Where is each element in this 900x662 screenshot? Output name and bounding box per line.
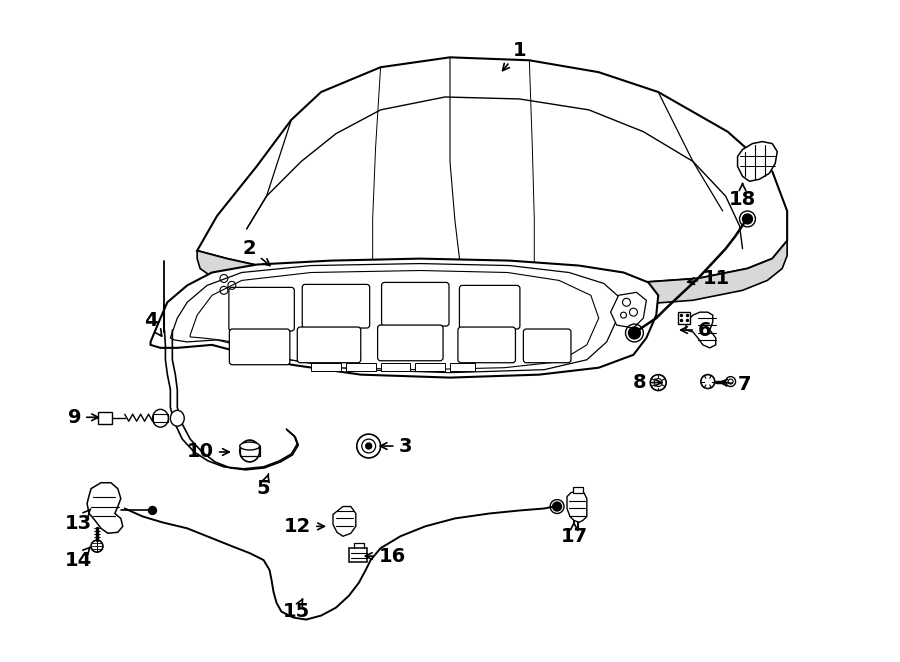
Circle shape (628, 327, 641, 339)
Circle shape (651, 375, 666, 391)
Polygon shape (738, 142, 778, 181)
Text: 15: 15 (283, 599, 310, 621)
Bar (346, 363, 375, 371)
Text: 3: 3 (381, 436, 412, 455)
Bar (573, 487, 583, 493)
Circle shape (91, 540, 103, 552)
Polygon shape (567, 491, 587, 522)
Polygon shape (87, 483, 122, 534)
Text: 5: 5 (256, 474, 270, 498)
Bar (98, 412, 112, 424)
Text: 17: 17 (561, 521, 588, 545)
FancyBboxPatch shape (229, 287, 294, 331)
Polygon shape (150, 259, 658, 377)
Bar (450, 363, 475, 371)
Text: 14: 14 (65, 547, 92, 569)
Circle shape (356, 434, 381, 458)
FancyBboxPatch shape (297, 327, 361, 363)
FancyBboxPatch shape (459, 285, 520, 329)
FancyBboxPatch shape (458, 327, 516, 363)
Circle shape (725, 377, 735, 387)
Bar (381, 363, 410, 371)
Polygon shape (333, 506, 356, 536)
Polygon shape (170, 263, 621, 373)
Circle shape (148, 506, 157, 514)
FancyBboxPatch shape (378, 325, 443, 361)
Polygon shape (610, 293, 646, 328)
Text: 10: 10 (187, 442, 230, 461)
Text: 2: 2 (243, 239, 270, 265)
Text: 12: 12 (284, 517, 324, 536)
Bar (678, 312, 690, 324)
Bar (349, 548, 366, 562)
FancyBboxPatch shape (230, 329, 290, 365)
Text: 13: 13 (65, 509, 92, 533)
Text: 6: 6 (680, 320, 712, 340)
Polygon shape (197, 58, 788, 285)
Polygon shape (686, 312, 716, 348)
Ellipse shape (239, 442, 259, 450)
Text: 8: 8 (633, 373, 662, 392)
Text: 18: 18 (729, 183, 756, 209)
Text: 7: 7 (720, 375, 751, 394)
Text: 16: 16 (365, 547, 406, 565)
Polygon shape (197, 241, 788, 308)
Circle shape (365, 443, 372, 449)
FancyBboxPatch shape (382, 283, 449, 326)
FancyBboxPatch shape (302, 285, 370, 328)
Text: 9: 9 (68, 408, 98, 427)
Polygon shape (190, 271, 599, 369)
Circle shape (701, 375, 715, 389)
Ellipse shape (152, 409, 168, 427)
Bar (311, 363, 341, 371)
Ellipse shape (170, 410, 184, 426)
Ellipse shape (239, 440, 259, 462)
FancyBboxPatch shape (524, 329, 571, 363)
Circle shape (742, 214, 752, 224)
Text: 1: 1 (502, 41, 526, 71)
Text: 11: 11 (688, 269, 730, 288)
Circle shape (553, 502, 562, 511)
Text: 4: 4 (144, 310, 162, 336)
Bar (415, 363, 445, 371)
